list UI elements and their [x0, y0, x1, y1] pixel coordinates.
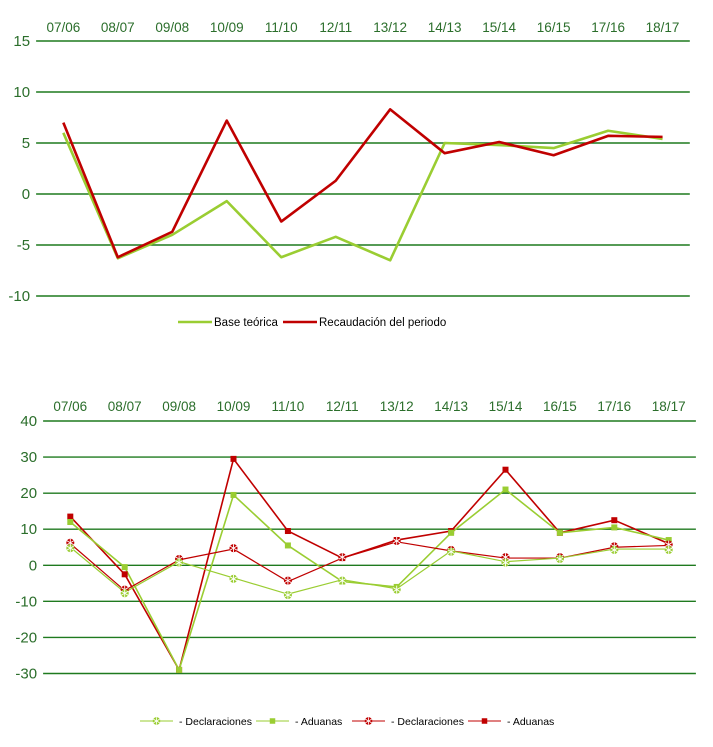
- svg-text:- Declaraciones: - Declaraciones: [179, 716, 252, 728]
- svg-text:14/13: 14/13: [434, 399, 468, 414]
- svg-text:09/08: 09/08: [162, 399, 196, 414]
- svg-text:12/11: 12/11: [326, 399, 359, 414]
- svg-text:10: 10: [20, 521, 37, 538]
- svg-text:18/17: 18/17: [646, 20, 680, 35]
- svg-text:- Aduanas: - Aduanas: [295, 716, 342, 728]
- svg-text:-5: -5: [17, 237, 30, 254]
- svg-text:-10: -10: [15, 593, 37, 610]
- svg-text:08/07: 08/07: [108, 399, 142, 414]
- svg-text:14/13: 14/13: [428, 20, 462, 35]
- svg-text:15/14: 15/14: [482, 20, 516, 35]
- svg-text:20: 20: [20, 485, 37, 502]
- svg-text:08/07: 08/07: [101, 20, 135, 35]
- svg-text:-10: -10: [8, 288, 30, 305]
- svg-text:13/12: 13/12: [373, 20, 407, 35]
- svg-text:10: 10: [13, 84, 30, 101]
- svg-text:16/15: 16/15: [543, 399, 577, 414]
- svg-text:30: 30: [20, 449, 37, 466]
- svg-text:17/16: 17/16: [591, 20, 625, 35]
- svg-text:13/12: 13/12: [380, 399, 414, 414]
- svg-text:10/09: 10/09: [210, 20, 244, 35]
- svg-text:11/10: 11/10: [265, 20, 298, 35]
- svg-text:09/08: 09/08: [155, 20, 189, 35]
- svg-text:07/06: 07/06: [53, 399, 87, 414]
- svg-text:10/09: 10/09: [217, 399, 251, 414]
- svg-text:0: 0: [29, 557, 37, 574]
- svg-text:15/14: 15/14: [489, 399, 523, 414]
- svg-text:18/17: 18/17: [652, 399, 686, 414]
- svg-text:- Declaraciones: - Declaraciones: [391, 716, 464, 728]
- svg-text:Base teórica: Base teórica: [214, 317, 279, 329]
- svg-text:5: 5: [22, 135, 30, 152]
- svg-text:15: 15: [13, 33, 30, 50]
- svg-text:07/06: 07/06: [46, 20, 80, 35]
- svg-text:-20: -20: [15, 629, 37, 646]
- svg-text:- Aduanas: - Aduanas: [507, 716, 554, 728]
- svg-text:40: 40: [20, 413, 37, 430]
- svg-text:12/11: 12/11: [319, 20, 352, 35]
- svg-text:0: 0: [22, 186, 30, 203]
- svg-text:17/16: 17/16: [597, 399, 631, 414]
- svg-text:Recaudación del periodo: Recaudación del periodo: [319, 317, 446, 329]
- svg-text:11/10: 11/10: [272, 399, 305, 414]
- svg-text:-30: -30: [15, 666, 37, 683]
- svg-text:16/15: 16/15: [537, 20, 571, 35]
